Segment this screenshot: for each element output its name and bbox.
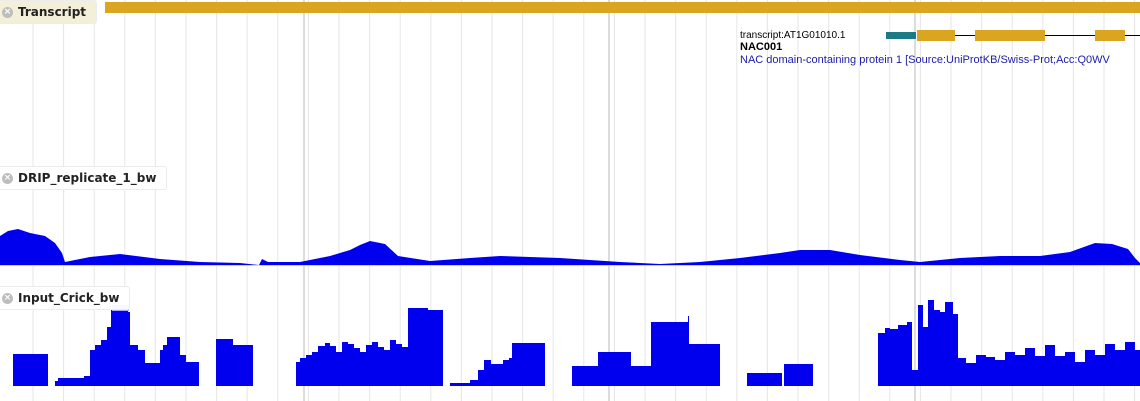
track-label-transcript[interactable]: × Transcript xyxy=(0,0,98,24)
feature-name-label[interactable]: NAC001 xyxy=(740,41,783,53)
input-coverage-block xyxy=(450,343,545,386)
close-circle-icon[interactable]: × xyxy=(2,172,13,184)
input-coverage-block xyxy=(13,354,48,386)
input-coverage-track xyxy=(13,300,1140,386)
gene-model-nac001[interactable] xyxy=(886,30,1140,41)
exon-block[interactable] xyxy=(975,30,1045,41)
close-circle-icon[interactable]: × xyxy=(2,292,13,304)
input-coverage-block xyxy=(747,373,782,386)
input-coverage-block xyxy=(296,308,443,386)
exon-block[interactable] xyxy=(1095,30,1125,41)
track-name-input: Input_Crick_bw xyxy=(18,291,120,305)
exon-block[interactable] xyxy=(917,30,955,41)
track-name-transcript: Transcript xyxy=(18,5,87,19)
track-label-input[interactable]: × Input_Crick_bw xyxy=(0,286,131,310)
input-coverage-block xyxy=(55,376,90,386)
input-coverage-block xyxy=(90,310,199,386)
drip-coverage-track xyxy=(0,229,1140,265)
drip-coverage-area xyxy=(0,229,1140,265)
input-coverage-block xyxy=(878,300,1140,386)
transcript-track-banner xyxy=(105,2,1140,13)
input-coverage-block xyxy=(216,339,253,386)
utr-block[interactable] xyxy=(886,32,916,39)
track-label-drip[interactable]: × DRIP_replicate_1_bw xyxy=(0,166,168,190)
close-circle-icon[interactable]: × xyxy=(2,6,13,18)
input-coverage-block xyxy=(572,316,720,386)
feature-id-label: transcript:AT1G01010.1 xyxy=(740,30,846,41)
track-name-drip: DRIP_replicate_1_bw xyxy=(18,171,157,185)
input-coverage-block xyxy=(784,364,813,386)
feature-description-label: NAC domain-containing protein 1 [Source:… xyxy=(740,54,1110,66)
